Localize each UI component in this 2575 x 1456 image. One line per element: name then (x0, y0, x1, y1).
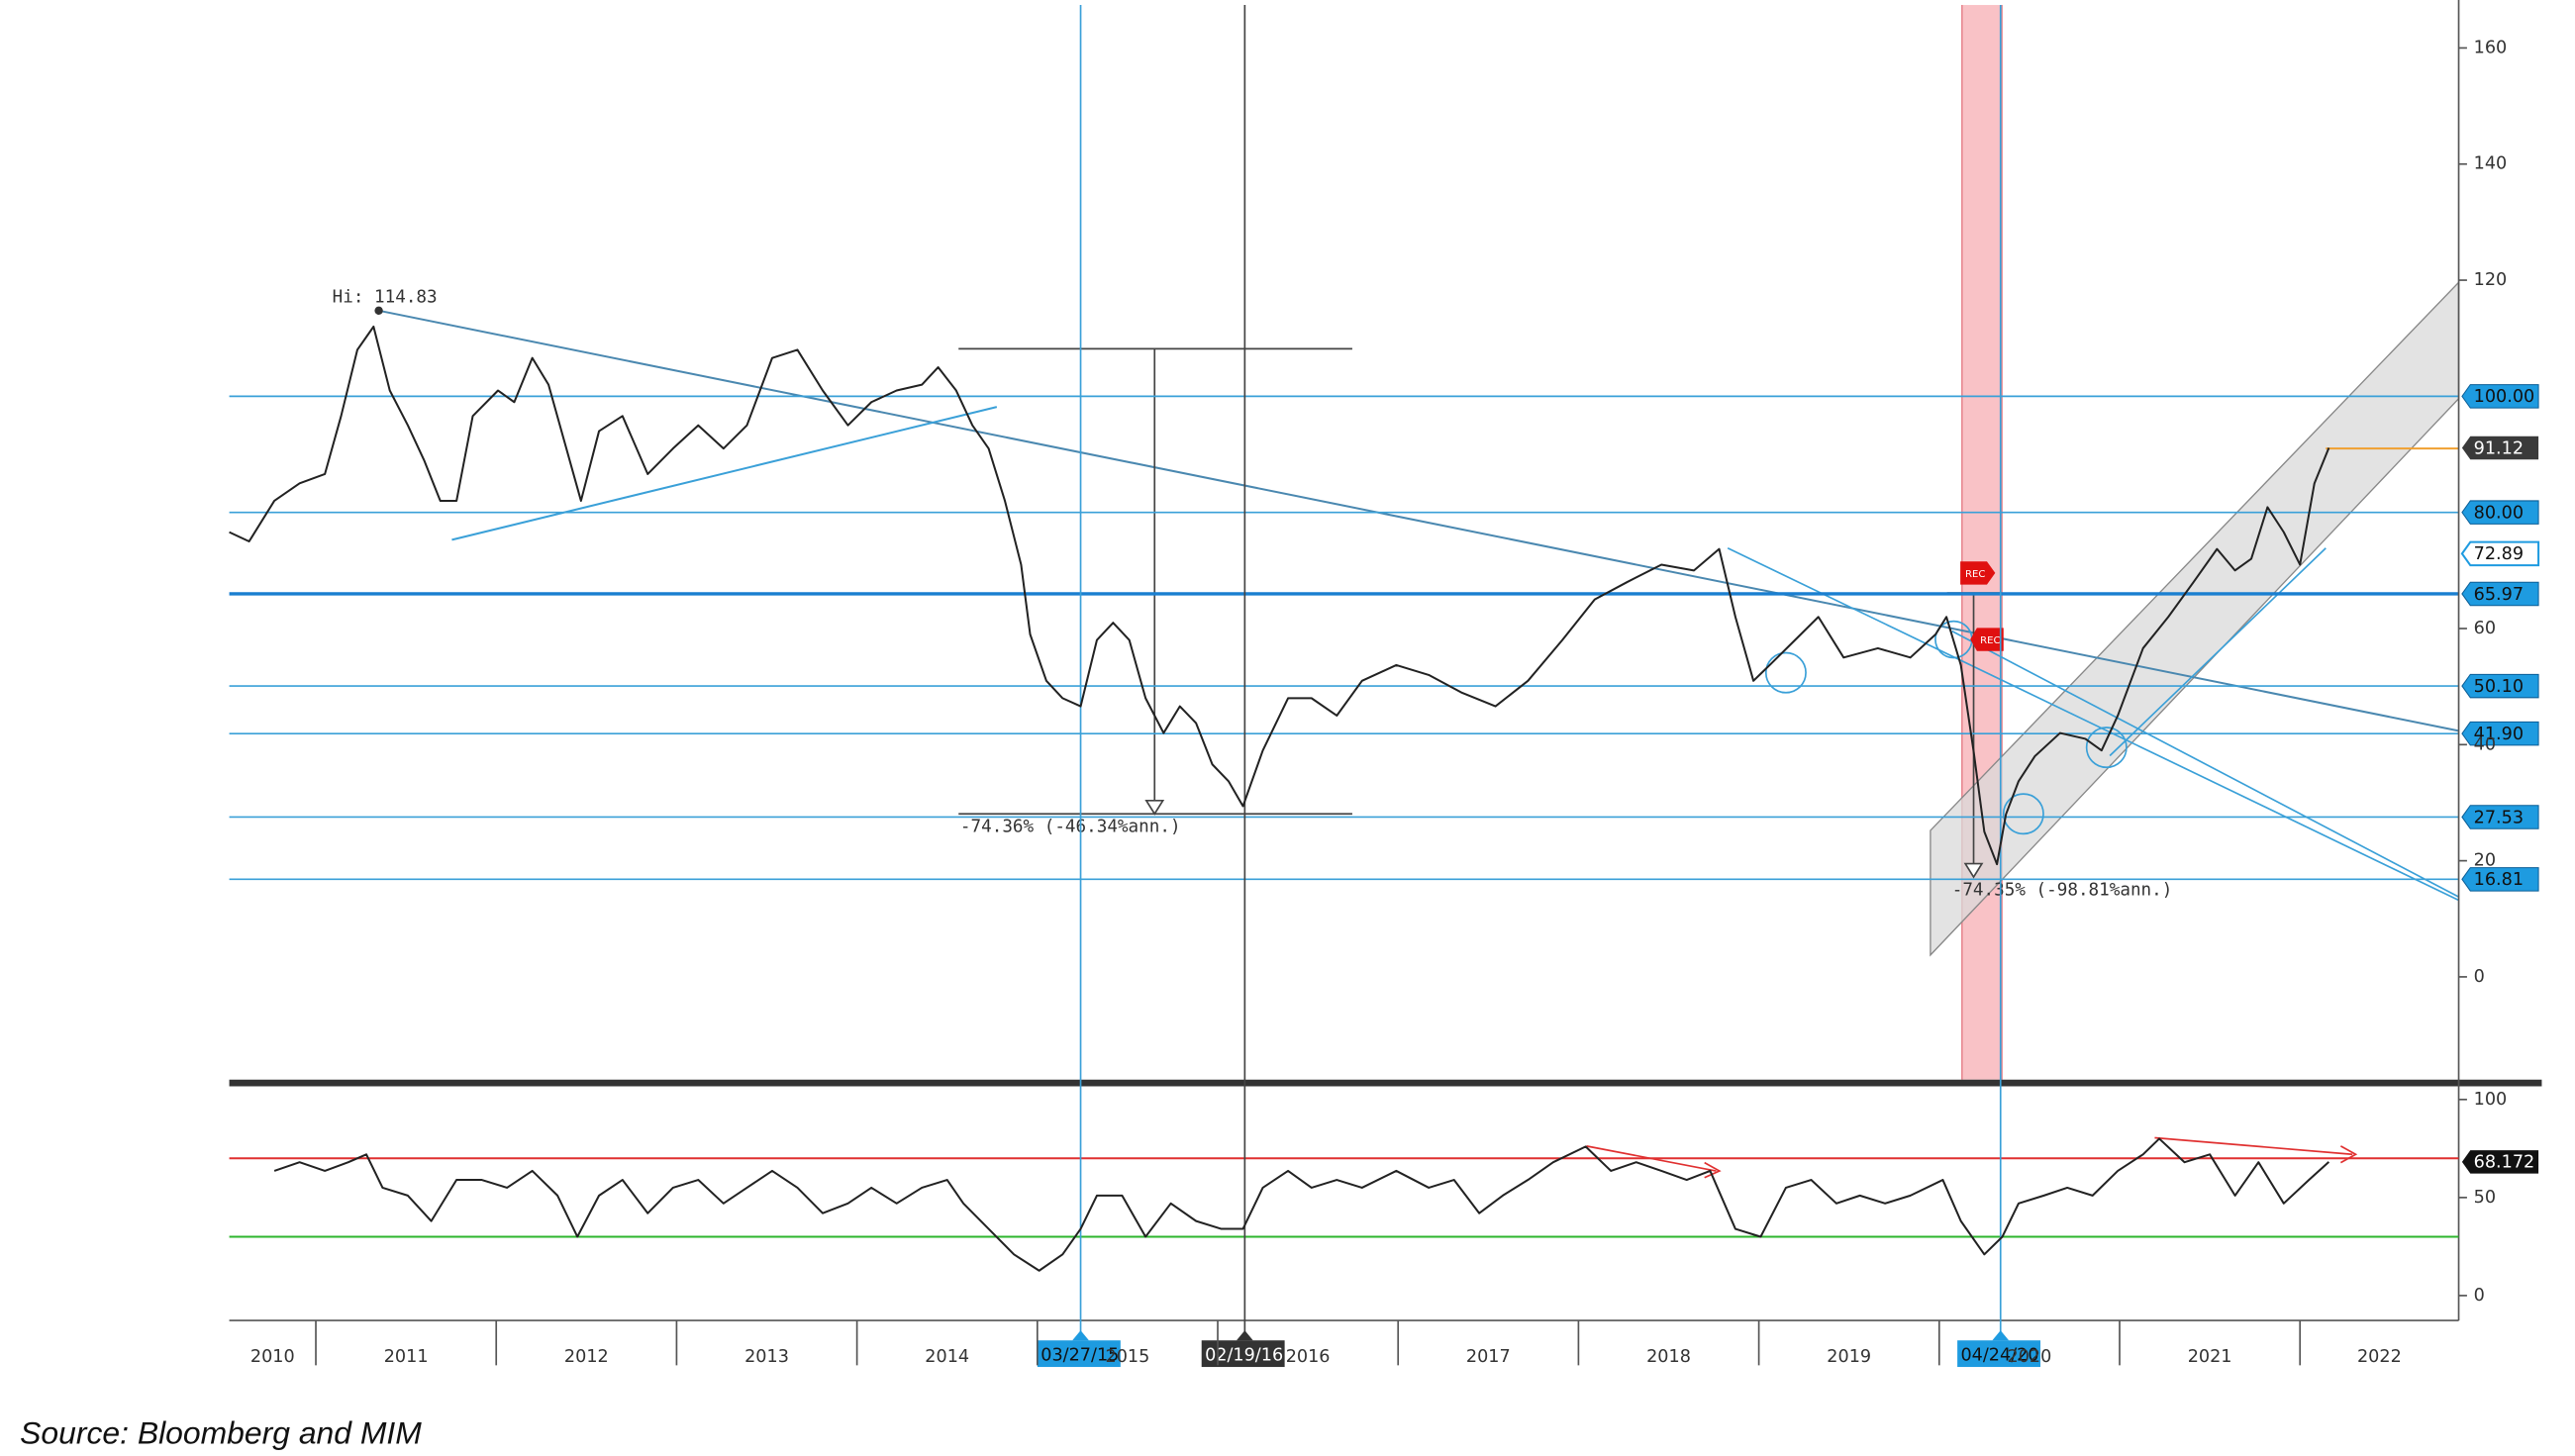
date-label: 02/19/16 (1205, 1345, 1283, 1365)
source-note: Source: Bloomberg and MIM (20, 1414, 422, 1450)
y-tick-label: 0 (2474, 967, 2485, 987)
recession-band (1961, 5, 2003, 1080)
y-tick-label: 60 (2474, 619, 2496, 638)
trendline (378, 309, 2459, 732)
x-tick-label: 2014 (925, 1347, 969, 1367)
level-tag (2461, 673, 2539, 699)
annotation: -74.36% (-46.34%ann.) (960, 818, 1181, 837)
level-label: 65.97 (2474, 585, 2524, 605)
rec-tag (1960, 561, 1996, 585)
y-tick-label: 120 (2474, 270, 2508, 290)
rec-label: REC (1965, 569, 1985, 580)
x-tick-label: 2012 (564, 1347, 609, 1367)
highlight-circle (1764, 651, 1807, 694)
divergence-arrowhead (2339, 1145, 2358, 1164)
series-line (273, 1137, 2330, 1272)
x-tick-label: 2015 (1106, 1347, 1150, 1367)
level-tag (2461, 805, 2539, 829)
highlight-circle (2085, 727, 2128, 769)
level-label: 80.00 (2474, 504, 2524, 524)
level-label: 27.53 (2474, 808, 2524, 827)
rec-tag (1970, 628, 2004, 651)
x-tick-label: 2010 (250, 1347, 295, 1367)
measure-arrow (1144, 799, 1165, 816)
date-marker (1236, 1330, 1253, 1341)
y-tick-label: 0 (2474, 1286, 2485, 1306)
level-tag (2461, 721, 2539, 746)
x-tick-label: 2018 (1646, 1347, 1691, 1367)
level-tag (2461, 867, 2539, 892)
date-label: 04/24/20 (1960, 1345, 2038, 1365)
divergence-arrow (2154, 1136, 2353, 1156)
divergence-arrowhead (1704, 1161, 1722, 1179)
annotation: Hi: 114.83 (333, 287, 438, 307)
x-tick-label: 2011 (384, 1347, 429, 1367)
last-value-label: 91.12 (2474, 438, 2524, 458)
last-value-tag (2461, 436, 2539, 460)
price-channel (1930, 280, 2460, 957)
price-tag-label: 72.89 (2474, 544, 2524, 564)
y-tick-label: 50 (2474, 1188, 2496, 1208)
annotation: -74.35% (-98.81%ann.) (1952, 880, 2173, 900)
trendline (2109, 547, 2327, 757)
date-tag (1201, 1340, 1285, 1368)
y-tick-label: 160 (2474, 38, 2508, 57)
x-tick-label: 2021 (2188, 1347, 2232, 1367)
trendline (451, 406, 998, 541)
level-label: 50.10 (2474, 677, 2524, 697)
trendline (1727, 547, 2459, 902)
highlight-circle (2002, 793, 2044, 835)
trendline (1951, 630, 2459, 898)
date-tag (1037, 1340, 1121, 1368)
date-marker (1072, 1330, 1089, 1341)
x-tick-label: 2016 (1286, 1347, 1331, 1367)
y-tick-label: 40 (2474, 734, 2496, 754)
high-marker (374, 306, 383, 315)
last-value-tag (2461, 1150, 2539, 1174)
y-tick-label: 20 (2474, 851, 2496, 871)
x-tick-label: 2022 (2357, 1347, 2402, 1367)
x-tick-label: 2019 (1827, 1347, 1871, 1367)
rec-label: REC (1980, 635, 2000, 646)
level-label: 16.81 (2474, 870, 2524, 890)
price-tag (2460, 540, 2540, 567)
level-label: 100.00 (2474, 387, 2535, 407)
x-tick-label: 2013 (744, 1347, 789, 1367)
x-tick-label: 2017 (1466, 1347, 1511, 1367)
measure-arrow (1963, 862, 1984, 879)
x-tick-label: 2020 (2007, 1347, 2051, 1367)
level-tag (2461, 500, 2539, 525)
date-tag (1957, 1340, 2041, 1368)
last-value-label: 68.172 (2474, 1153, 2535, 1173)
y-tick-label: 140 (2474, 154, 2508, 174)
level-label: 41.90 (2474, 725, 2524, 744)
level-tag (2461, 384, 2539, 409)
y-tick-label: 100 (2474, 1090, 2508, 1110)
date-marker (1992, 1330, 2010, 1341)
date-label: 03/27/15 (1040, 1345, 1119, 1365)
level-tag (2461, 581, 2539, 607)
series-line (229, 325, 2330, 866)
